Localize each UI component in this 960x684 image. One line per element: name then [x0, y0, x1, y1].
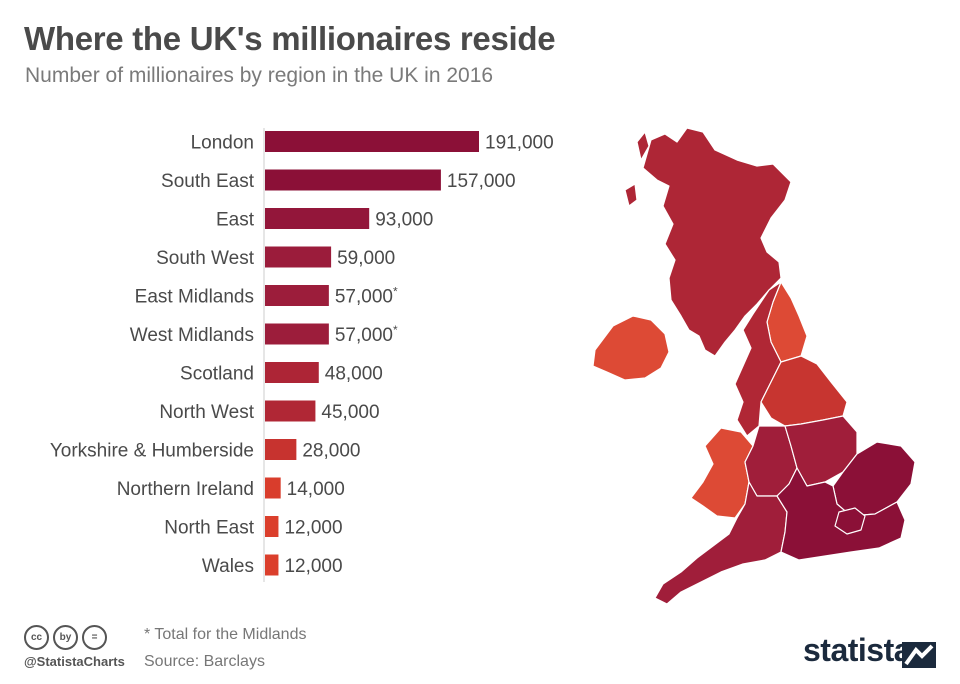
value-label: 93,000: [375, 210, 433, 231]
map-region-northern-ireland: [592, 315, 670, 381]
chart-title: Where the UK's millionaires reside: [24, 20, 556, 57]
footnote: * Total for the Midlands: [144, 626, 307, 643]
source-note: Source: Barclays: [144, 653, 265, 670]
value-label: 12,000: [284, 556, 342, 577]
bar[interactable]: [265, 362, 319, 383]
value-label: 191,000: [485, 133, 554, 154]
bar[interactable]: [265, 323, 329, 345]
value-annotation: *: [393, 285, 398, 299]
bar[interactable]: [265, 439, 297, 460]
bar[interactable]: [265, 169, 441, 191]
category-label: London: [191, 133, 254, 154]
category-label: East: [216, 210, 255, 231]
bar[interactable]: [265, 477, 281, 499]
brand-logo[interactable]: statista: [803, 632, 912, 668]
map-region-north-west: [734, 281, 782, 437]
value-label: 45,000: [321, 402, 379, 423]
license-icons: cc by =: [24, 625, 107, 650]
category-label: East Midlands: [135, 287, 254, 308]
social-handle[interactable]: @StatistaCharts: [24, 654, 125, 669]
bar[interactable]: [265, 400, 316, 422]
category-label: Yorkshire & Humberside: [50, 441, 254, 462]
category-label: Northern Ireland: [117, 479, 254, 500]
bar[interactable]: [265, 516, 279, 537]
value-label: 57,000*: [335, 323, 398, 346]
value-label: 12,000: [284, 518, 342, 539]
category-label: South East: [161, 171, 255, 192]
map-region-london: [834, 507, 866, 535]
bar[interactable]: [265, 285, 329, 306]
map-region-scotland-isles: [624, 131, 650, 207]
brand-mark-icon: [902, 642, 936, 668]
category-label: West Midlands: [130, 325, 254, 346]
map-region-scotland: [642, 127, 792, 357]
attribution-icon[interactable]: by: [53, 625, 78, 650]
value-label: 57,000*: [335, 285, 398, 308]
value-label: 157,000: [447, 171, 516, 192]
category-label: North West: [159, 402, 254, 423]
value-annotation: *: [393, 323, 398, 337]
category-label: South West: [156, 248, 255, 269]
category-label: Scotland: [180, 364, 254, 385]
bar[interactable]: [265, 246, 332, 268]
value-label: 48,000: [325, 364, 383, 385]
category-label: North East: [164, 518, 254, 539]
value-label: 59,000: [337, 248, 395, 269]
map-region-wales: [690, 427, 754, 519]
creative-commons-icon[interactable]: cc: [24, 625, 49, 650]
bar[interactable]: [265, 208, 370, 229]
bar[interactable]: [265, 131, 479, 152]
chart-subtitle: Number of millionaires by region in the …: [25, 64, 494, 87]
bar-chart: London 191,000 South East 157,000 East 93,000…: [50, 128, 554, 582]
value-label: 14,000: [287, 479, 345, 500]
bar[interactable]: [265, 554, 279, 576]
uk-region-map: [592, 127, 916, 605]
no-derivatives-icon[interactable]: =: [82, 625, 107, 650]
value-label: 28,000: [302, 441, 360, 462]
category-label: Wales: [202, 556, 254, 577]
